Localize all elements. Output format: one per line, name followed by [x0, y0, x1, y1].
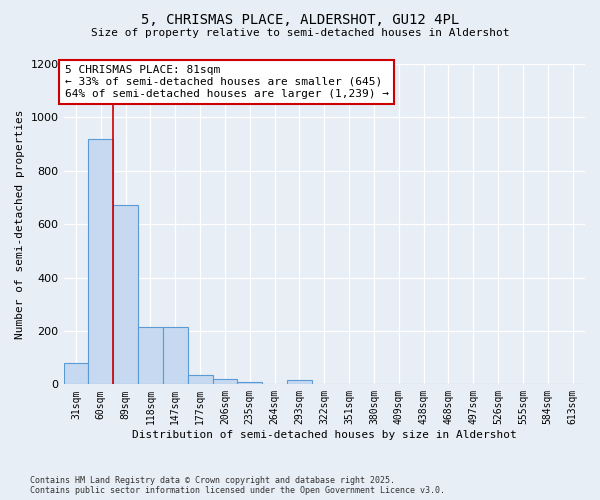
Text: Size of property relative to semi-detached houses in Aldershot: Size of property relative to semi-detach… — [91, 28, 509, 38]
Bar — [113, 206, 138, 384]
Text: 5 CHRISMAS PLACE: 81sqm
← 33% of semi-detached houses are smaller (645)
64% of s: 5 CHRISMAS PLACE: 81sqm ← 33% of semi-de… — [65, 66, 389, 98]
Bar — [212, 379, 238, 384]
X-axis label: Distribution of semi-detached houses by size in Aldershot: Distribution of semi-detached houses by … — [132, 430, 517, 440]
Bar — [188, 375, 212, 384]
Bar — [88, 138, 113, 384]
Bar — [287, 380, 312, 384]
Text: Contains HM Land Registry data © Crown copyright and database right 2025.
Contai: Contains HM Land Registry data © Crown c… — [30, 476, 445, 495]
Bar — [238, 382, 262, 384]
Y-axis label: Number of semi-detached properties: Number of semi-detached properties — [15, 110, 25, 339]
Bar — [163, 327, 188, 384]
Bar — [138, 327, 163, 384]
Text: 5, CHRISMAS PLACE, ALDERSHOT, GU12 4PL: 5, CHRISMAS PLACE, ALDERSHOT, GU12 4PL — [141, 12, 459, 26]
Bar — [64, 363, 88, 384]
